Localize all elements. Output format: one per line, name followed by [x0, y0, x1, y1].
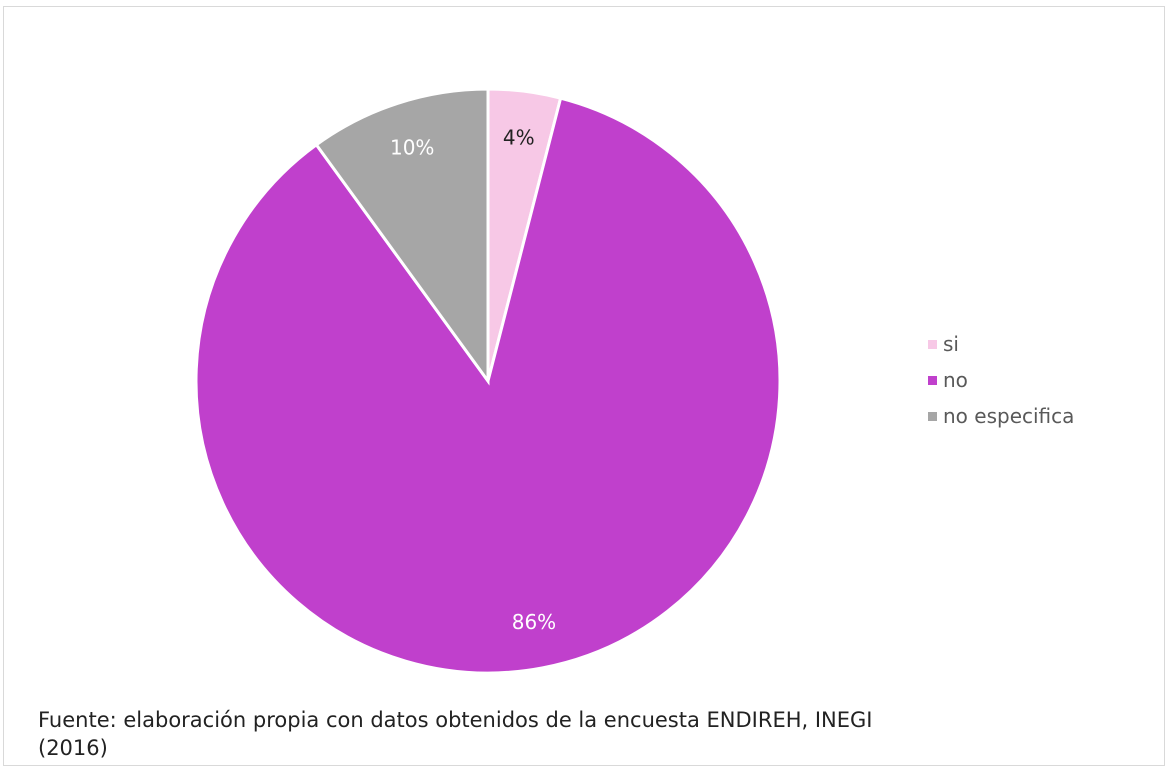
pie-labels: 4% 86% 10%	[390, 126, 556, 634]
legend-item-no: no	[928, 362, 1074, 398]
legend-swatch-si	[928, 339, 937, 349]
legend-item-no-especifica: no especifica	[928, 398, 1074, 434]
source-note-line1: Fuente: elaboración propia con datos obt…	[38, 708, 873, 732]
pie-slices	[194, 87, 782, 675]
legend-label-si: si	[943, 332, 959, 356]
legend-label-no: no	[943, 368, 968, 392]
legend-item-si: si	[928, 326, 1074, 362]
pie-chart: 4% 86% 10%	[194, 87, 782, 675]
pie-label-no: 86%	[512, 610, 556, 634]
pie-label-si: 4%	[503, 126, 535, 150]
pie-label-no-especifica: 10%	[390, 136, 434, 160]
pie-slice-no-especifica	[314, 87, 490, 386]
legend-label-no-especifica: no especifica	[943, 404, 1075, 428]
source-note-line2: (2016)	[38, 736, 108, 760]
legend-swatch-no	[928, 375, 937, 385]
legend-swatch-no-especifica	[928, 411, 937, 421]
legend: si no no especifica	[928, 326, 1074, 434]
source-note: Fuente: elaboración propia con datos obt…	[38, 706, 873, 762]
pie-slice-no	[194, 96, 782, 675]
